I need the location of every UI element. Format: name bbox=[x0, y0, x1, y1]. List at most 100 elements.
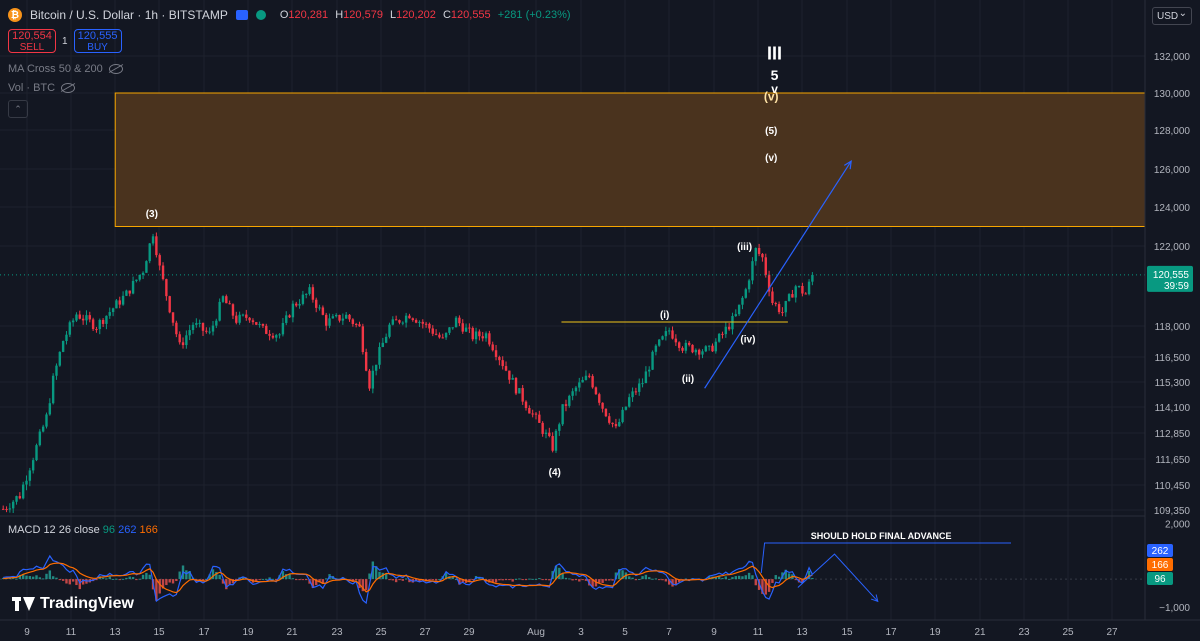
hide-eye-icon[interactable] bbox=[61, 83, 76, 93]
candle-body bbox=[141, 272, 145, 275]
price-tick-label: 122,000 bbox=[1154, 242, 1191, 253]
macd-histogram-bar bbox=[661, 579, 664, 581]
replay-icon[interactable] bbox=[235, 10, 248, 20]
candle-body bbox=[151, 236, 155, 244]
wave-label: (v) bbox=[765, 153, 777, 164]
macd-histogram-bar bbox=[501, 579, 504, 581]
candle-body bbox=[588, 375, 591, 377]
candle-body bbox=[757, 248, 761, 254]
candle-body bbox=[791, 294, 794, 298]
candle-body bbox=[548, 432, 551, 437]
sell-button[interactable]: 120,554 SELL bbox=[8, 29, 56, 53]
macd-histogram-bar bbox=[68, 579, 71, 585]
candle-body bbox=[61, 341, 65, 352]
time-tick-label: 15 bbox=[841, 627, 853, 638]
macd-pane: SHOULD HOLD FINAL ADVANCE bbox=[0, 531, 1145, 605]
candle-body bbox=[807, 281, 811, 295]
macd-histogram-bar bbox=[401, 579, 404, 581]
macd-scale[interactable]: 2,000 −1,000 262 166 96 bbox=[1147, 520, 1190, 614]
price-scale[interactable]: 109,350 110,450 111,650 112,850 114,100 115,3… bbox=[1154, 52, 1191, 517]
candle-body bbox=[205, 330, 208, 332]
macd-histogram-bar bbox=[18, 574, 22, 580]
candle-body bbox=[315, 299, 318, 308]
macd-histogram-bar bbox=[41, 578, 45, 580]
candle-body bbox=[245, 314, 248, 318]
macd-histogram-bar bbox=[171, 579, 175, 584]
collapse-legend-button[interactable]: ⌃ bbox=[8, 100, 28, 118]
candle-body bbox=[534, 413, 538, 415]
candle-body bbox=[411, 318, 414, 321]
candle-body bbox=[231, 304, 235, 316]
wave-label: (iv) bbox=[740, 335, 755, 346]
macd-histogram-bar bbox=[125, 577, 128, 580]
candle-body bbox=[398, 320, 401, 323]
candle-body bbox=[388, 324, 391, 337]
candle-body bbox=[165, 279, 168, 297]
macd-histogram-bar bbox=[774, 575, 777, 580]
time-tick-label: 19 bbox=[929, 627, 941, 638]
candle-body bbox=[55, 365, 58, 376]
macd-histogram-bar bbox=[354, 579, 358, 581]
candle-body bbox=[265, 325, 268, 334]
macd-histogram-bar bbox=[511, 579, 514, 582]
price-tick-label: 114,100 bbox=[1155, 403, 1191, 414]
hide-eye-icon[interactable] bbox=[108, 64, 123, 74]
macd-histogram-bar bbox=[594, 579, 598, 587]
macd-histogram-bar bbox=[158, 579, 161, 594]
candle-body bbox=[811, 274, 814, 282]
macd-histogram-bar bbox=[564, 577, 568, 580]
symbol-title[interactable]: Bitcoin / U.S. Dollar · 1h · BITSTAMP bbox=[30, 8, 228, 22]
target-zone-rect bbox=[114, 92, 1146, 227]
candle-body bbox=[118, 300, 121, 305]
macd-histogram-bar bbox=[454, 579, 458, 581]
candle-body bbox=[574, 387, 578, 392]
macd-histogram-bar bbox=[584, 579, 588, 581]
candle-body bbox=[737, 304, 741, 315]
candle-body bbox=[125, 290, 128, 296]
macd-histogram-bar bbox=[461, 579, 464, 582]
macd-value-label: 96 bbox=[1154, 574, 1166, 585]
indicator-volume[interactable]: Vol · BTC bbox=[8, 82, 76, 94]
macd-histogram-bar bbox=[524, 579, 528, 581]
macd-histogram-bar bbox=[751, 575, 754, 580]
candle-body bbox=[681, 347, 684, 351]
candle-body bbox=[354, 323, 358, 325]
candle-body bbox=[434, 333, 438, 335]
macd-histogram-bar bbox=[494, 579, 498, 583]
macd-legend[interactable]: MACD 12 26 close 96 262 166 bbox=[8, 524, 158, 536]
buy-button[interactable]: 120,555 BUY bbox=[73, 29, 122, 53]
candle-body bbox=[614, 424, 618, 427]
hold-annotation: SHOULD HOLD FINAL ADVANCE bbox=[811, 531, 952, 541]
candle-body bbox=[378, 347, 381, 365]
candle-body bbox=[181, 342, 185, 346]
market-open-icon bbox=[255, 10, 266, 20]
time-scale[interactable]: 9 11 13 15 17 19 21 23 25 27 29 Aug 3 5 7 9 11 13 15 17 19 21… bbox=[24, 627, 1118, 638]
candle-body bbox=[28, 470, 32, 481]
macd-histogram-bar bbox=[71, 579, 75, 582]
currency-select[interactable]: USD bbox=[1152, 7, 1192, 25]
candle-body bbox=[121, 295, 125, 305]
tradingview-logo[interactable]: TradingView bbox=[12, 595, 134, 613]
candle-body bbox=[784, 301, 787, 313]
candle-body bbox=[668, 330, 671, 332]
candle-body bbox=[135, 279, 138, 281]
wave-label: (v) bbox=[764, 89, 779, 103]
candle-body bbox=[518, 388, 521, 394]
candle-body bbox=[298, 303, 301, 306]
candle-body bbox=[295, 303, 298, 306]
macd-histogram-bar bbox=[361, 579, 365, 592]
candle-body bbox=[524, 401, 528, 408]
candle-body bbox=[15, 496, 18, 502]
candle-body bbox=[761, 253, 764, 258]
macd-histogram-bar bbox=[28, 576, 32, 580]
macd-histogram-bar bbox=[741, 576, 744, 580]
candle-body bbox=[628, 397, 631, 407]
macd-histogram-bar bbox=[378, 571, 381, 580]
wave-label: (iii) bbox=[737, 242, 752, 253]
indicator-ma-cross[interactable]: MA Cross 50 & 200 bbox=[8, 63, 123, 75]
macd-histogram-bar bbox=[291, 578, 295, 580]
candle-body bbox=[618, 422, 621, 427]
macd-histogram-bar bbox=[764, 579, 767, 595]
candle-body bbox=[318, 307, 321, 309]
